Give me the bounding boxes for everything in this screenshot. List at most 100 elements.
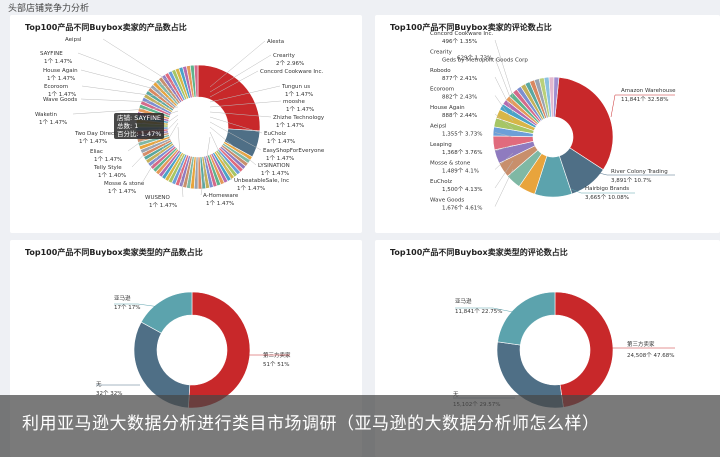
seller-value: 1个 1.47%	[39, 119, 67, 126]
leader-line	[209, 100, 282, 108]
leader-line	[494, 160, 514, 189]
seller-label: EuCholz	[430, 179, 452, 185]
leader-line	[209, 116, 263, 134]
seller-label: EasyShopForEveryone	[263, 148, 325, 154]
leader-line	[209, 54, 272, 93]
seller-label: River Colony Trading	[611, 169, 668, 175]
seller-type-value: 51个 51%	[263, 361, 289, 368]
seller-value: 3,891个 10.7%	[611, 177, 651, 184]
chart-title: Top100产品不同Buybox卖家的产品数占比	[25, 23, 187, 32]
leader-line	[200, 136, 211, 196]
seller-type-value: 17个 17%	[114, 304, 140, 311]
seller-label: A-Homeware	[203, 193, 239, 199]
pie-slice[interactable]	[197, 64, 261, 132]
leader-line	[610, 94, 675, 118]
leader-line	[494, 39, 514, 98]
leader-line	[494, 95, 514, 122]
tooltip-percent: 百分比: 1.47%	[117, 130, 162, 138]
pie-slice[interactable]	[497, 291, 556, 346]
seller-value: 1个 1.47%	[94, 156, 122, 163]
seller-value: 1个 1.47%	[237, 185, 265, 192]
leader-line	[209, 121, 262, 151]
chart-title: Top100产品不同Buybox卖家的评论数占比	[390, 23, 552, 32]
leader-line	[80, 98, 179, 104]
pie-slice[interactable]	[193, 64, 199, 98]
seller-label: Mosse & stone	[104, 181, 145, 187]
chart-card-review-count-by-seller: Top100产品不同Buybox卖家的评论数占比 Concord Cookwar…	[375, 15, 720, 233]
pie-slice[interactable]	[553, 76, 560, 118]
seller-label: UnbeatableSale, Inc	[234, 178, 289, 184]
leader-line	[209, 111, 272, 118]
chart-title: Top100产品不同Buybox卖家类型的评论数占比	[390, 248, 568, 257]
chart-title: Top100产品不同Buybox卖家类型的产品数占比	[25, 248, 203, 257]
pie-slice[interactable]	[188, 291, 251, 409]
seller-value: 629个 1.73%	[457, 55, 492, 62]
page-title: 头部店铺竞争力分析	[8, 4, 90, 14]
seller-label: SAYFINE	[40, 51, 63, 57]
leader-line	[141, 122, 179, 184]
leader-line	[570, 188, 635, 194]
caption-banner: 利用亚马逊大数据分析进行类目市场调研（亚马逊的大数据分析师怎么样）	[0, 395, 720, 457]
leader-line	[209, 126, 257, 166]
seller-value: 1个 1.47%	[79, 138, 107, 145]
seller-label: Ecoroom	[44, 84, 68, 90]
seller-value: 1个 1.47%	[108, 188, 136, 195]
seller-value: 1个 1.47%	[47, 75, 75, 82]
seller-label: EuCholz	[264, 131, 286, 137]
seller-type-label: 第三方卖家	[627, 340, 655, 348]
seller-label: mooshe	[283, 99, 305, 105]
leader-line	[80, 69, 179, 96]
leader-line	[494, 76, 514, 114]
seller-label: Amazon Warehouse	[621, 88, 676, 94]
seller-value: 1个 1.47%	[261, 170, 289, 177]
seller-label: Wave Goods	[430, 198, 464, 204]
leader-line	[494, 132, 514, 138]
leader-line	[494, 113, 514, 130]
leader-line	[209, 131, 233, 181]
leader-line	[177, 126, 184, 198]
seller-label: Telly Style	[93, 165, 122, 171]
seller-value: 496个 1.35%	[442, 38, 477, 45]
pie-slice[interactable]	[554, 76, 614, 171]
leader-line	[209, 70, 259, 98]
seller-label: Crearity	[430, 50, 453, 56]
seller-type-value: 32个 32%	[96, 390, 122, 397]
leader-line	[114, 303, 161, 308]
seller-value: 1个 1.47%	[48, 91, 76, 98]
leader-line	[72, 106, 179, 115]
chart-card-product-count-by-seller: Top100产品不同Buybox卖家的产品数占比 Aeipsl SAYFINE 1个…	[10, 15, 362, 233]
seller-value: 1个 1.47%	[276, 122, 304, 129]
seller-value: 11,841个 32.58%	[621, 96, 668, 103]
seller-value: 2个 2.96%	[276, 60, 304, 67]
seller-type-label: 无	[96, 381, 102, 388]
seller-label: Robodo	[430, 68, 451, 74]
leader-line	[494, 144, 514, 152]
seller-label: Alesta	[267, 39, 284, 45]
seller-type-value: 11,841个 22.75%	[455, 308, 502, 315]
seller-value: 1个 1.47%	[266, 155, 294, 162]
seller-value: 1个 1.47%	[44, 58, 72, 65]
seller-value: 882个 2.43%	[442, 94, 477, 101]
seller-value: 1,368个 3.76%	[442, 149, 482, 156]
seller-label: Tungun us	[281, 84, 310, 90]
seller-label: Concord Cookware Inc.	[260, 69, 324, 75]
seller-label: Eliac	[90, 149, 103, 155]
seller-label: Concord Cookware Inc.	[430, 31, 494, 37]
seller-label: Hairbigo Brands	[585, 186, 629, 192]
seller-label: WUSENO	[145, 195, 171, 201]
leader-line	[494, 168, 514, 207]
seller-value: 1,676个 4.61%	[442, 205, 482, 212]
seller-label: Two Day Direct	[74, 131, 117, 137]
leader-line	[77, 52, 179, 92]
leader-line	[81, 85, 179, 100]
leader-line	[594, 171, 675, 176]
donut-chart-review-share-by-seller[interactable]: Concord Cookware Inc.496个 1.35% Crearity…	[375, 15, 720, 233]
pie-slice[interactable]	[554, 291, 614, 408]
seller-label: Mosse & stone	[430, 161, 471, 167]
seller-type-label: 亚马逊	[114, 294, 131, 302]
pie-slice[interactable]	[140, 291, 193, 334]
seller-value: 1,489个 4.1%	[442, 168, 479, 175]
seller-label: Ecoroom	[430, 87, 454, 93]
